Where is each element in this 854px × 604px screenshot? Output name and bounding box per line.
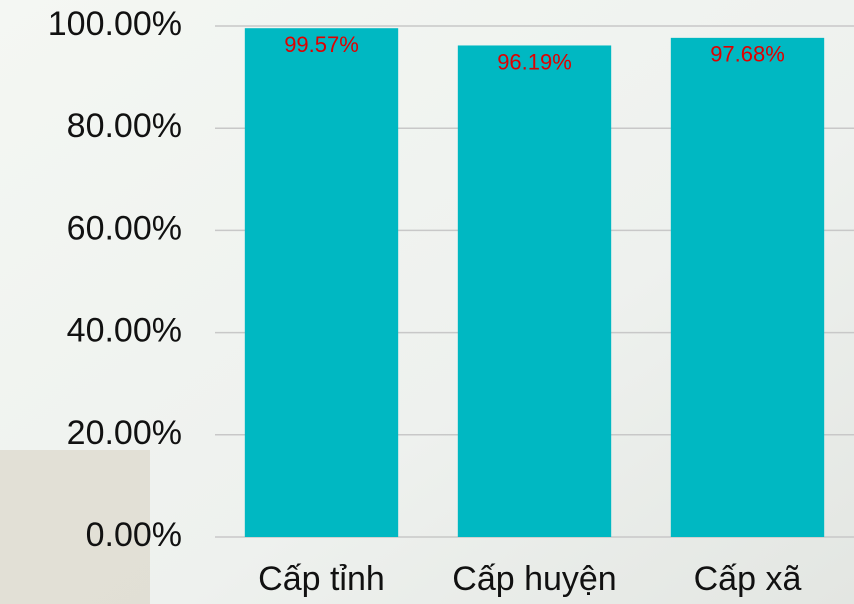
bar	[245, 28, 398, 537]
value-label: 99.57%	[284, 32, 359, 57]
bar	[671, 38, 824, 537]
y-tick-label: 40.00%	[67, 312, 182, 350]
y-tick-label: 100.00%	[48, 5, 182, 43]
value-label: 97.68%	[710, 42, 785, 67]
y-tick-label: 80.00%	[67, 107, 182, 145]
x-tick-label: Cấp tỉnh	[258, 560, 385, 598]
x-tick-label: Cấp huyện	[452, 560, 616, 598]
y-tick-label: 60.00%	[67, 209, 182, 247]
y-tick-label: 20.00%	[67, 414, 182, 452]
x-tick-label: Cấp xã	[694, 560, 802, 598]
bar	[458, 45, 611, 537]
y-tick-label: 0.00%	[86, 516, 182, 554]
chart: 0.00% 20.00% 40.00% 60.00% 80.00% 100.00% 99.5…	[0, 0, 854, 604]
value-label: 96.19%	[497, 49, 572, 74]
